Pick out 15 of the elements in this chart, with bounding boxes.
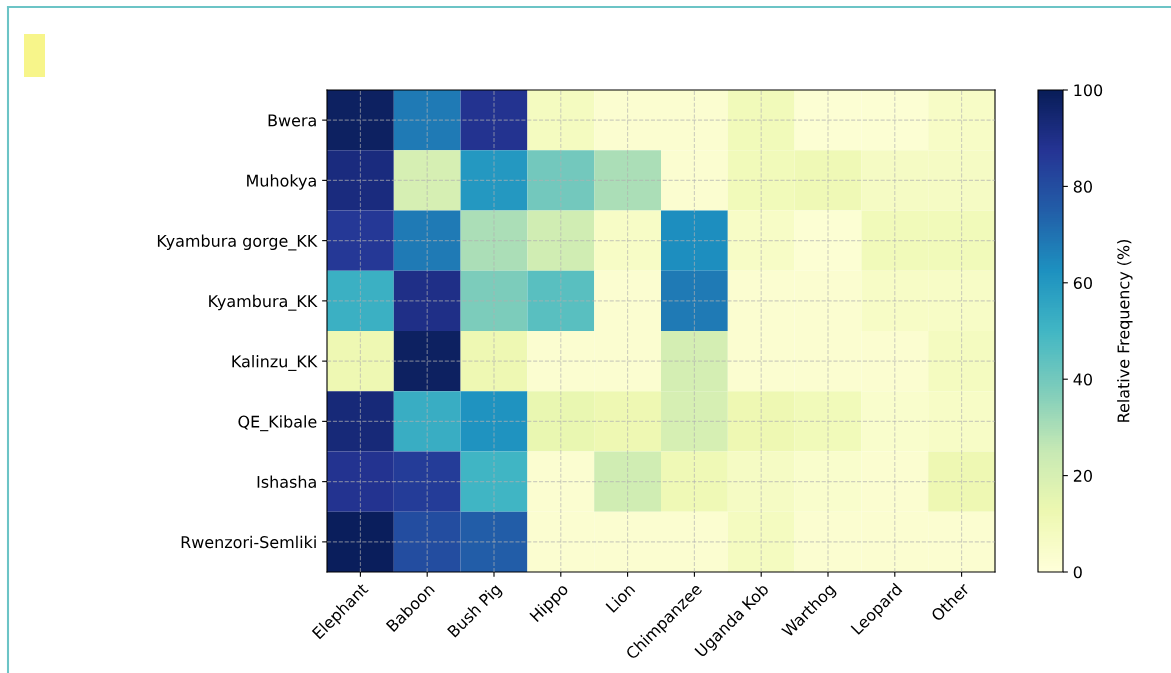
color-bar-title: Relative Frequency (%) bbox=[1117, 240, 1133, 422]
color-bar-label: 100 bbox=[1074, 84, 1103, 97]
y-tick-label: Ishasha bbox=[257, 475, 316, 488]
y-tick-label: Kyambura gorge_KK bbox=[157, 234, 318, 251]
color-bar-label: 0 bbox=[1073, 566, 1082, 579]
y-tick-label: Kalinzu_KK bbox=[232, 355, 318, 371]
y-tick-label: Muhokya bbox=[247, 174, 316, 190]
y-tick-label: Kyambura_KK bbox=[209, 294, 318, 311]
color-bar-label: 20 bbox=[1073, 469, 1092, 482]
color-bar-label: 60 bbox=[1073, 277, 1092, 290]
color-bar-label: 40 bbox=[1073, 373, 1092, 386]
color-bar-label: 80 bbox=[1073, 180, 1092, 193]
y-tick-label: Bwera bbox=[268, 114, 316, 127]
y-tick-label: Rwenzori-Semliki bbox=[181, 535, 316, 549]
y-tick-label: QE_Kibale bbox=[238, 415, 317, 432]
